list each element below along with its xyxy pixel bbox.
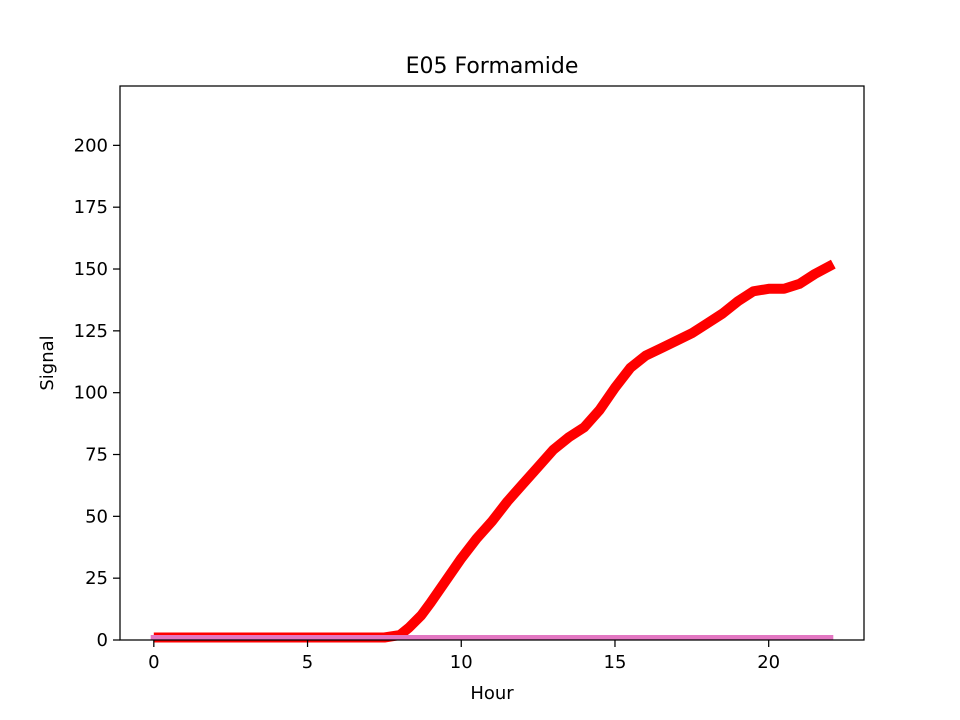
y-tick-label: 175 bbox=[74, 197, 108, 218]
y-tick-label: 125 bbox=[74, 321, 108, 342]
chart-title: E05 Formamide bbox=[406, 54, 579, 79]
y-tick-label: 100 bbox=[74, 383, 108, 404]
y-tick-label: 50 bbox=[85, 506, 108, 527]
y-tick-label: 75 bbox=[85, 445, 108, 466]
x-tick-label: 0 bbox=[148, 652, 159, 673]
x-tick-label: 15 bbox=[604, 652, 627, 673]
y-axis-ticks: 0 25 50 75 100 125 150 175 200 bbox=[74, 135, 120, 651]
y-axis-title: Signal bbox=[37, 335, 58, 390]
x-axis-ticks: 0 5 10 15 20 bbox=[148, 640, 780, 673]
plot-frame bbox=[119, 85, 865, 641]
y-tick-label: 25 bbox=[85, 568, 108, 589]
x-axis-title: Hour bbox=[470, 683, 514, 704]
series-layer bbox=[150, 259, 836, 643]
x-tick-label: 20 bbox=[757, 652, 780, 673]
x-tick-label: 10 bbox=[450, 652, 473, 673]
x-tick-label: 5 bbox=[302, 652, 313, 673]
y-tick-label: 200 bbox=[74, 135, 108, 156]
y-tick-label: 0 bbox=[97, 630, 108, 651]
y-tick-label: 150 bbox=[74, 259, 108, 280]
